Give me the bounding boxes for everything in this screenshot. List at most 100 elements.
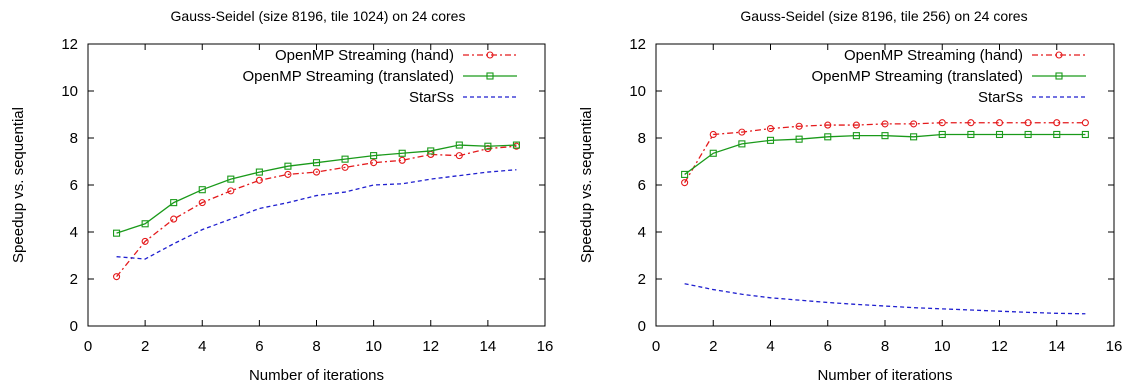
data-point — [1081, 130, 1089, 139]
y-tick-label: 2 — [638, 271, 646, 288]
data-point — [113, 229, 121, 237]
plot-frame — [87, 43, 546, 327]
legend-marker — [1055, 51, 1063, 59]
data-point — [709, 130, 717, 139]
data-point — [227, 187, 235, 195]
x-tick-label: 10 — [934, 338, 951, 355]
y-tick-label: 8 — [638, 130, 646, 147]
x-tick-label: 12 — [991, 338, 1008, 355]
data-point — [1081, 119, 1089, 127]
data-point — [512, 141, 520, 149]
series-3 — [116, 169, 517, 260]
data-point — [170, 199, 178, 207]
data-point — [113, 273, 121, 281]
y-tick-label: 4 — [70, 224, 78, 241]
data-point — [881, 132, 889, 140]
data-point — [995, 119, 1004, 127]
y-tick-label: 0 — [638, 318, 646, 335]
y-axis-label: Speedup vs. sequential — [578, 107, 595, 263]
data-point — [255, 168, 263, 176]
data-point — [370, 159, 378, 167]
data-point — [738, 128, 746, 136]
data-point — [795, 122, 803, 130]
data-point — [170, 215, 178, 223]
x-tick-label: 14 — [480, 338, 497, 355]
y-tick-label: 4 — [638, 224, 646, 241]
legend-marker — [1055, 72, 1063, 80]
legend-label: OpenMP Streaming (hand) — [275, 47, 454, 64]
y-tick-label: 6 — [638, 177, 646, 194]
data-point — [255, 176, 263, 184]
x-tick-label: 10 — [365, 338, 382, 355]
x-tick-label: 16 — [537, 338, 554, 355]
data-point — [455, 152, 463, 160]
data-point — [312, 159, 321, 167]
data-point — [967, 130, 975, 139]
x-tick-label: 12 — [422, 338, 439, 355]
chart-panel-1: Gauss-Seidel (size 8196, tile 1024) on 2… — [10, 8, 553, 384]
data-point — [766, 136, 775, 144]
plot-frame — [655, 43, 1115, 327]
series-1 — [113, 142, 520, 281]
data-point — [995, 130, 1004, 139]
x-tick-label: 4 — [198, 338, 206, 355]
x-tick-label: 0 — [84, 338, 92, 355]
x-tick-label: 0 — [652, 338, 660, 355]
y-tick-label: 12 — [629, 36, 646, 53]
x-axis-label: Number of iterations — [817, 367, 952, 384]
data-point — [1053, 130, 1061, 139]
data-point — [427, 147, 435, 155]
data-point — [824, 133, 832, 141]
legend-label: StarSs — [978, 89, 1023, 106]
data-point — [141, 220, 149, 228]
data-point — [681, 179, 689, 187]
series-3 — [684, 283, 1086, 315]
legend-label: OpenMP Streaming (hand) — [844, 47, 1023, 64]
x-tick-label: 14 — [1048, 338, 1065, 355]
legend-label: OpenMP Streaming (translated) — [812, 68, 1024, 85]
legend-marker — [486, 72, 494, 80]
data-point — [852, 132, 860, 140]
data-point — [709, 149, 717, 157]
y-tick-label: 12 — [61, 36, 78, 53]
series-1 — [681, 119, 1089, 187]
x-tick-label: 8 — [312, 338, 320, 355]
data-point — [455, 141, 463, 149]
series-line — [684, 122, 1086, 183]
x-tick-label: 8 — [881, 338, 889, 355]
series-2 — [681, 130, 1089, 178]
x-tick-label: 2 — [141, 338, 149, 355]
legend-label: OpenMP Streaming (translated) — [243, 68, 455, 85]
data-point — [198, 199, 206, 207]
y-tick-label: 10 — [61, 83, 78, 100]
x-tick-label: 2 — [709, 338, 717, 355]
data-point — [484, 142, 492, 150]
y-tick-label: 8 — [70, 130, 78, 147]
legend-marker — [486, 51, 494, 59]
data-point — [312, 168, 321, 176]
y-tick-label: 2 — [70, 271, 78, 288]
series-line — [116, 169, 517, 260]
chart-title: Gauss-Seidel (size 8196, tile 256) on 24… — [740, 8, 1027, 24]
data-point — [227, 175, 235, 183]
series-line — [684, 283, 1086, 315]
series-2 — [113, 141, 520, 237]
data-point — [284, 162, 292, 170]
data-point — [881, 120, 889, 128]
y-tick-label: 10 — [629, 83, 646, 100]
data-point — [766, 125, 775, 133]
x-tick-label: 4 — [766, 338, 774, 355]
chart-panel-2: Gauss-Seidel (size 8196, tile 256) on 24… — [578, 8, 1122, 384]
data-point — [824, 121, 832, 129]
data-point — [967, 119, 975, 127]
data-point — [341, 163, 349, 171]
series-line — [684, 133, 1086, 175]
chart-title: Gauss-Seidel (size 8196, tile 1024) on 2… — [171, 8, 466, 24]
data-point — [1024, 119, 1032, 127]
data-point — [1053, 119, 1061, 127]
y-tick-label: 0 — [70, 318, 78, 335]
series-line — [116, 144, 517, 234]
data-point — [681, 170, 689, 178]
